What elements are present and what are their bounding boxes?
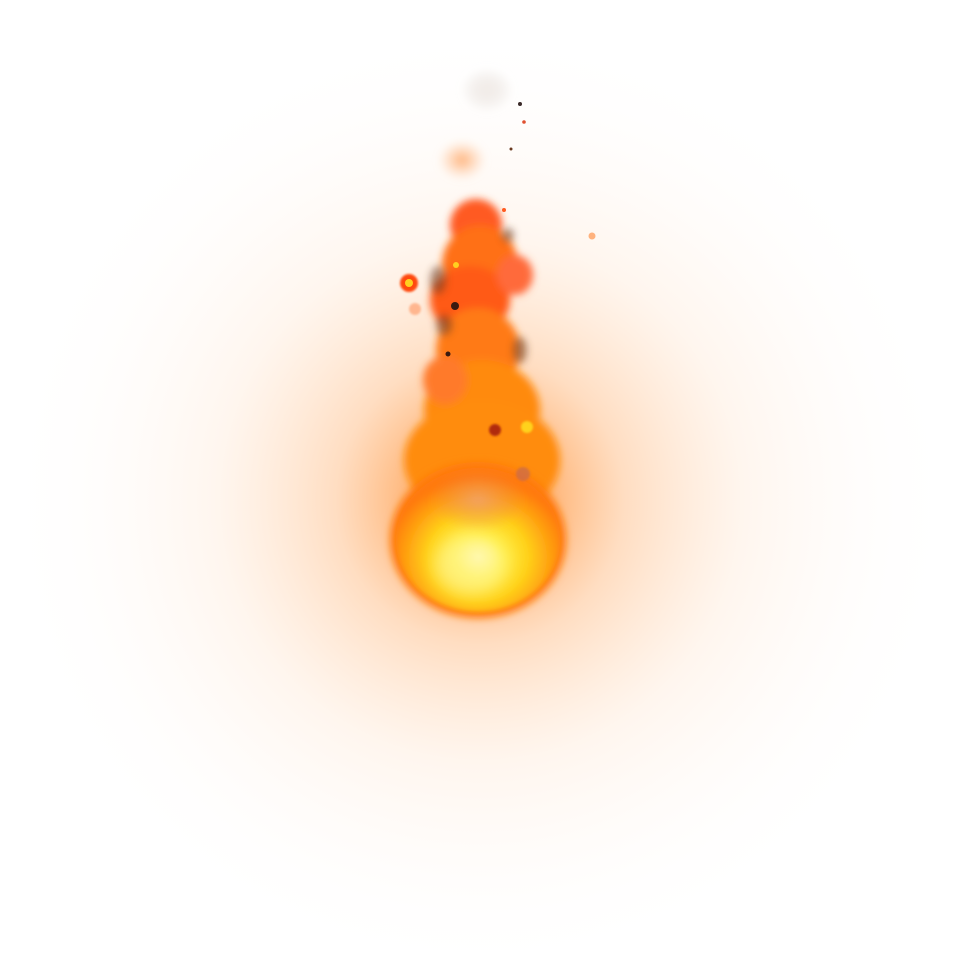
spark-red-top [522, 120, 526, 124]
ember-dark [451, 302, 459, 310]
fireball-highlight [430, 468, 526, 532]
spark-dark-top [518, 102, 522, 106]
dark-smoke [430, 228, 527, 363]
smoke-puff-orange [438, 140, 486, 180]
ember-red [489, 424, 501, 436]
smoke-puff-top [461, 68, 513, 112]
ember-faint [409, 303, 421, 315]
spark-red-mid [502, 208, 506, 212]
ember-dark-small [445, 351, 451, 357]
ember-muted [516, 467, 530, 481]
spark-dark-mid [509, 147, 513, 151]
ember-yellow [521, 421, 533, 433]
spark-yellow [453, 262, 459, 268]
fireball-hotspot [434, 535, 506, 595]
spark-orange [588, 232, 596, 240]
embers [400, 102, 596, 481]
ember-core [405, 279, 413, 287]
flame-tail [404, 199, 560, 520]
